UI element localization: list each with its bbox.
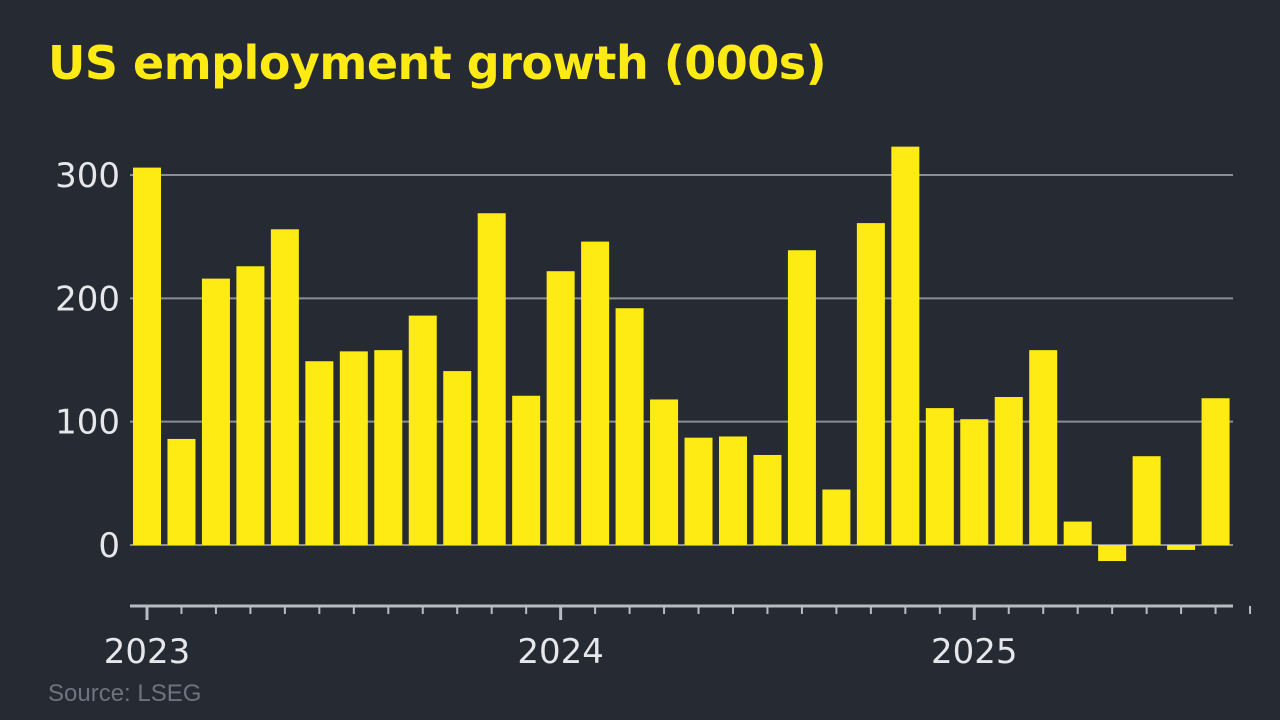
- bar-2024-01: [546, 271, 575, 545]
- x-axis: [130, 604, 1252, 620]
- bar-2024-03: [615, 308, 644, 545]
- bar-2023-11: [477, 213, 506, 546]
- y-tick-label: 0: [98, 526, 120, 566]
- bars: [133, 146, 1230, 562]
- bar-2023-09: [408, 315, 437, 545]
- bar-2023-07: [339, 351, 368, 545]
- bar-2024-04: [650, 399, 679, 545]
- y-tick-label: 200: [55, 279, 120, 319]
- chart-title: US employment growth (000s): [48, 36, 827, 90]
- bar-2024-02: [581, 241, 610, 546]
- x-tick-labels: 2023 2024 2025: [104, 632, 1018, 672]
- bar-2023-03: [201, 278, 230, 545]
- bar-2023-12: [512, 395, 541, 545]
- bar-2024-10: [856, 223, 885, 546]
- bar-2024-11: [891, 146, 920, 545]
- bar-2024-05: [684, 437, 713, 545]
- bar-2025-06: [1132, 456, 1161, 545]
- bar-2024-06: [718, 436, 747, 545]
- bar-2025-04: [1063, 521, 1092, 545]
- bar-2023-05: [270, 229, 299, 545]
- bar-2023-06: [305, 361, 334, 545]
- bar-2025-08: [1201, 398, 1230, 545]
- y-tick-labels: 0 100 200 300: [55, 156, 120, 566]
- x-tick-label: 2023: [104, 632, 191, 672]
- x-tick-label: 2024: [517, 632, 604, 672]
- bar-2025-07: [1167, 545, 1196, 550]
- bar-2024-09: [822, 489, 851, 545]
- bar-2025-03: [1029, 350, 1058, 545]
- bar-2024-07: [753, 454, 782, 545]
- bar-2025-02: [994, 397, 1023, 545]
- bar-2024-12: [925, 408, 954, 545]
- bar-2023-02: [167, 438, 196, 545]
- bar-2023-04: [236, 266, 265, 545]
- bar-2023-10: [443, 371, 472, 545]
- bar-2023-08: [374, 350, 403, 545]
- bar-2023-01: [133, 167, 161, 546]
- bar-2024-08: [787, 250, 816, 546]
- x-tick-label: 2025: [931, 632, 1018, 672]
- y-tick-label: 300: [55, 156, 120, 196]
- bar-2025-01: [960, 419, 989, 545]
- y-tick-label: 100: [55, 403, 120, 443]
- source-note: Source: LSEG: [48, 680, 202, 707]
- bar-2025-05: [1098, 545, 1127, 562]
